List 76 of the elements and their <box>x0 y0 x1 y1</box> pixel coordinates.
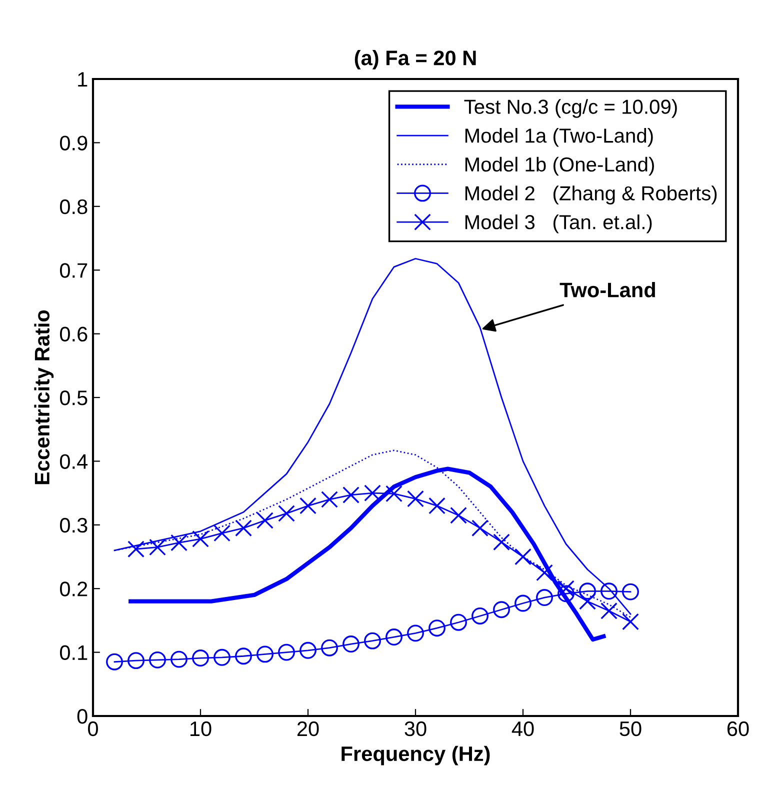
point <box>472 520 488 537</box>
y-tick-label: 0.6 <box>60 326 88 342</box>
point <box>364 484 381 502</box>
legend-label: Model 3 (Tan. et.al.) <box>465 214 652 234</box>
point <box>536 564 553 582</box>
point <box>214 524 230 542</box>
legend-label: Model 1a (Two-Land) <box>465 128 653 147</box>
legend-label: Test No.3 (cg/c = 10.09) <box>464 99 677 118</box>
x-tick-label: 20 <box>297 721 319 736</box>
x-tick-label: 30 <box>404 721 426 736</box>
x-tick-label: 50 <box>620 721 642 736</box>
point <box>300 642 316 659</box>
point <box>214 648 230 666</box>
point <box>600 602 618 620</box>
point <box>407 624 424 642</box>
point <box>558 585 574 602</box>
x-axis-title: Frequency (Hz) <box>342 746 490 766</box>
x-tick-label: 0 <box>88 721 98 736</box>
y-tick-label: 0.4 <box>60 454 88 469</box>
legend-label: Model 1b (One-Land) <box>465 156 654 176</box>
y-tick-label: 0.7 <box>60 263 88 278</box>
point <box>256 646 274 663</box>
y-tick-label: 0 <box>77 709 88 724</box>
y-tick-label: 0.2 <box>60 582 88 596</box>
y-tick-label: 0.9 <box>60 136 88 150</box>
legend-label: Model 2 (Zhang & Roberts) <box>465 186 717 204</box>
point <box>622 613 639 630</box>
point <box>278 644 295 661</box>
y-tick-label: 0.5 <box>60 390 88 406</box>
point <box>514 594 532 612</box>
point <box>149 538 166 556</box>
point <box>600 582 618 600</box>
point <box>149 651 166 668</box>
point <box>514 548 532 566</box>
point <box>235 520 252 537</box>
point <box>386 628 402 646</box>
annotation: Two-Land <box>560 282 655 298</box>
chart-title: (a) Fa = 20 N <box>354 50 476 70</box>
point <box>128 652 144 670</box>
point <box>450 614 467 631</box>
point <box>558 580 574 598</box>
y-tick-label: 0.1 <box>60 645 88 660</box>
point <box>321 639 338 656</box>
point <box>342 636 360 652</box>
point <box>235 648 252 665</box>
point <box>450 506 467 524</box>
point <box>386 485 402 502</box>
point <box>321 490 338 508</box>
point <box>622 583 639 600</box>
point <box>472 608 488 624</box>
point <box>170 650 188 668</box>
point <box>128 540 144 558</box>
point <box>278 504 295 522</box>
point <box>536 589 553 606</box>
point <box>428 497 446 514</box>
point <box>579 592 596 610</box>
point <box>192 650 209 667</box>
point <box>493 534 510 551</box>
point <box>493 601 510 618</box>
point <box>300 497 316 514</box>
point <box>192 530 209 548</box>
x-tick-label: 60 <box>727 721 749 736</box>
point <box>342 486 360 504</box>
point <box>428 620 446 637</box>
y-axis-title: Eccentricity Ratio <box>34 310 54 484</box>
point <box>106 653 123 670</box>
point <box>170 534 188 552</box>
point <box>407 490 424 508</box>
point <box>364 632 381 650</box>
y-tick-label: 0.8 <box>60 199 88 214</box>
point <box>579 582 596 600</box>
y-tick-label: 1 <box>78 72 88 87</box>
y-tick-label: 0.3 <box>60 518 88 533</box>
point <box>256 512 274 529</box>
x-tick-label: 40 <box>512 721 534 736</box>
x-tick-label: 10 <box>190 721 212 736</box>
